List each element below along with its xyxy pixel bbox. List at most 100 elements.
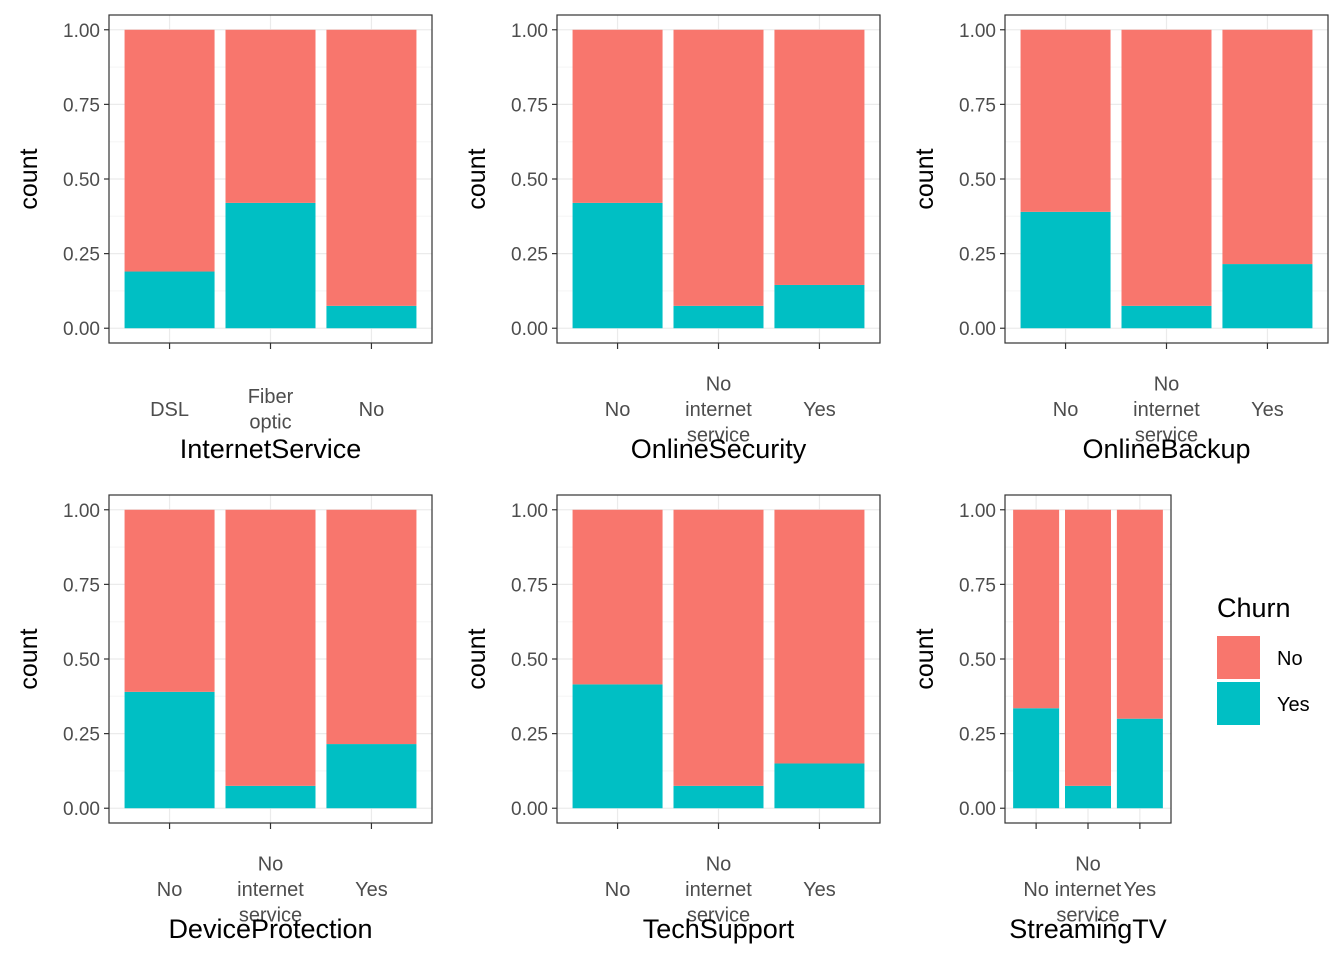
x-tick-label-line: service xyxy=(239,904,302,926)
bar-yes-0 xyxy=(124,271,215,329)
bar-no-2 xyxy=(1222,29,1313,265)
y-tick-label: 1.00 xyxy=(63,501,100,522)
legend-label-no: No xyxy=(1277,648,1303,670)
x-axis-title: InternetService xyxy=(180,434,362,464)
x-tick-label: No xyxy=(1023,879,1049,901)
legend-label-yes: Yes xyxy=(1277,694,1310,716)
x-tick-label: No internet service xyxy=(685,373,752,446)
bar-no-1 xyxy=(225,29,316,203)
y-axis-title: count xyxy=(463,148,491,209)
x-tick-label-line: internet xyxy=(1055,879,1122,901)
legend: Churn No Yes xyxy=(1217,593,1310,725)
y-tick-label: 0.50 xyxy=(63,650,100,671)
x-tick-label: Yes xyxy=(803,879,836,901)
x-tick-label: Yes xyxy=(1251,399,1284,421)
y-tick-label: 1.00 xyxy=(511,501,548,522)
bar-no-1 xyxy=(225,509,316,786)
x-tick-label-line: service xyxy=(1135,424,1198,446)
x-tick-label: No internet service xyxy=(685,853,752,926)
y-tick-label: 0.00 xyxy=(959,799,996,820)
y-axis-title: count xyxy=(911,148,939,209)
x-tick-label: No xyxy=(157,879,183,901)
legend-key-yes xyxy=(1217,682,1260,725)
bar-no-0 xyxy=(1013,509,1060,709)
x-tick-label-line: No xyxy=(1075,853,1101,875)
x-tick-label: Yes xyxy=(803,399,836,421)
bar-no-1 xyxy=(673,509,764,786)
x-axis-title: DeviceProtection xyxy=(168,914,372,944)
y-tick-label: 0.00 xyxy=(63,799,100,820)
x-tick-label-line: No xyxy=(605,879,631,901)
x-tick-label-line: Yes xyxy=(1124,879,1157,901)
bar-yes-1 xyxy=(673,785,764,809)
legend-title: Churn xyxy=(1217,593,1291,623)
y-tick-label: 0.75 xyxy=(959,95,996,116)
bar-no-0 xyxy=(124,509,215,692)
y-axis-title: count xyxy=(15,148,43,209)
bar-yes-1 xyxy=(1121,305,1212,329)
x-tick-label-line: No xyxy=(1154,373,1180,395)
y-tick-label: 0.25 xyxy=(959,725,996,746)
bar-yes-2 xyxy=(1116,718,1163,809)
y-tick-label: 0.25 xyxy=(511,725,548,746)
facet-panel-internetservice: 0.00 0.25 0.50 0.75 1.00 count DSL Fiber optic No… xyxy=(15,14,433,464)
bar-yes-0 xyxy=(1013,708,1060,809)
bar-no-0 xyxy=(572,29,663,203)
bar-no-0 xyxy=(124,29,215,272)
y-tick-label: 0.75 xyxy=(511,95,548,116)
x-tick-label: No internet service xyxy=(1055,853,1122,926)
bar-no-0 xyxy=(572,509,663,685)
bar-yes-2 xyxy=(326,305,417,329)
x-tick-label-line: internet xyxy=(685,399,752,421)
x-tick-label-line: service xyxy=(687,424,750,446)
bar-yes-0 xyxy=(124,691,215,809)
y-tick-label: 1.00 xyxy=(959,21,996,42)
y-tick-label: 0.75 xyxy=(511,575,548,596)
x-tick-label-line: internet xyxy=(1133,399,1200,421)
x-tick-label: Yes xyxy=(355,879,388,901)
y-axis-title: count xyxy=(911,628,939,689)
x-tick-label: No xyxy=(605,879,631,901)
y-axis-title: count xyxy=(463,628,491,689)
x-tick-label-line: internet xyxy=(237,879,304,901)
bar-yes-0 xyxy=(572,202,663,329)
facet-panel-streamingtv: 0.00 0.25 0.50 0.75 1.00 count No No internet ser… xyxy=(911,494,1172,944)
bar-no-0 xyxy=(1020,29,1111,212)
x-tick-label-line: No xyxy=(706,373,732,395)
x-tick-label: DSL xyxy=(150,399,189,421)
x-tick-label-line: service xyxy=(1056,904,1119,926)
y-tick-label: 0.50 xyxy=(511,650,548,671)
bar-yes-2 xyxy=(1222,264,1313,329)
x-tick-label-line: internet xyxy=(685,879,752,901)
bar-yes-1 xyxy=(225,202,316,329)
x-tick-label-line: Yes xyxy=(1251,399,1284,421)
x-tick-label-line: Fiber xyxy=(248,386,294,408)
bar-yes-0 xyxy=(1020,211,1111,329)
bar-no-1 xyxy=(1065,509,1111,786)
x-tick-label-line: No xyxy=(157,879,183,901)
y-tick-label: 0.75 xyxy=(63,95,100,116)
x-tick-label-line: optic xyxy=(249,412,291,434)
bar-no-2 xyxy=(774,509,865,764)
x-axis-title: StreamingTV xyxy=(1009,914,1167,944)
facet-panel-techsupport: 0.00 0.25 0.50 0.75 1.00 count No No internet ser… xyxy=(463,494,881,944)
bar-yes-2 xyxy=(774,763,865,809)
y-tick-label: 0.25 xyxy=(63,245,100,266)
y-tick-label: 0.75 xyxy=(63,575,100,596)
y-tick-label: 1.00 xyxy=(63,21,100,42)
y-tick-label: 0.00 xyxy=(511,799,548,820)
facet-panel-deviceprotection: 0.00 0.25 0.50 0.75 1.00 count No No internet ser… xyxy=(15,494,433,944)
y-tick-label: 0.75 xyxy=(959,575,996,596)
bar-yes-1 xyxy=(673,305,764,329)
x-tick-label-line: Yes xyxy=(803,879,836,901)
x-axis-title: OnlineBackup xyxy=(1082,434,1250,464)
x-tick-label-line: Yes xyxy=(803,399,836,421)
x-tick-label-line: No xyxy=(359,399,385,421)
y-tick-label: 0.50 xyxy=(511,170,548,191)
x-tick-label-line: service xyxy=(687,904,750,926)
y-tick-label: 1.00 xyxy=(511,21,548,42)
y-tick-label: 0.00 xyxy=(63,319,100,340)
x-tick-label-line: No xyxy=(1053,399,1079,421)
